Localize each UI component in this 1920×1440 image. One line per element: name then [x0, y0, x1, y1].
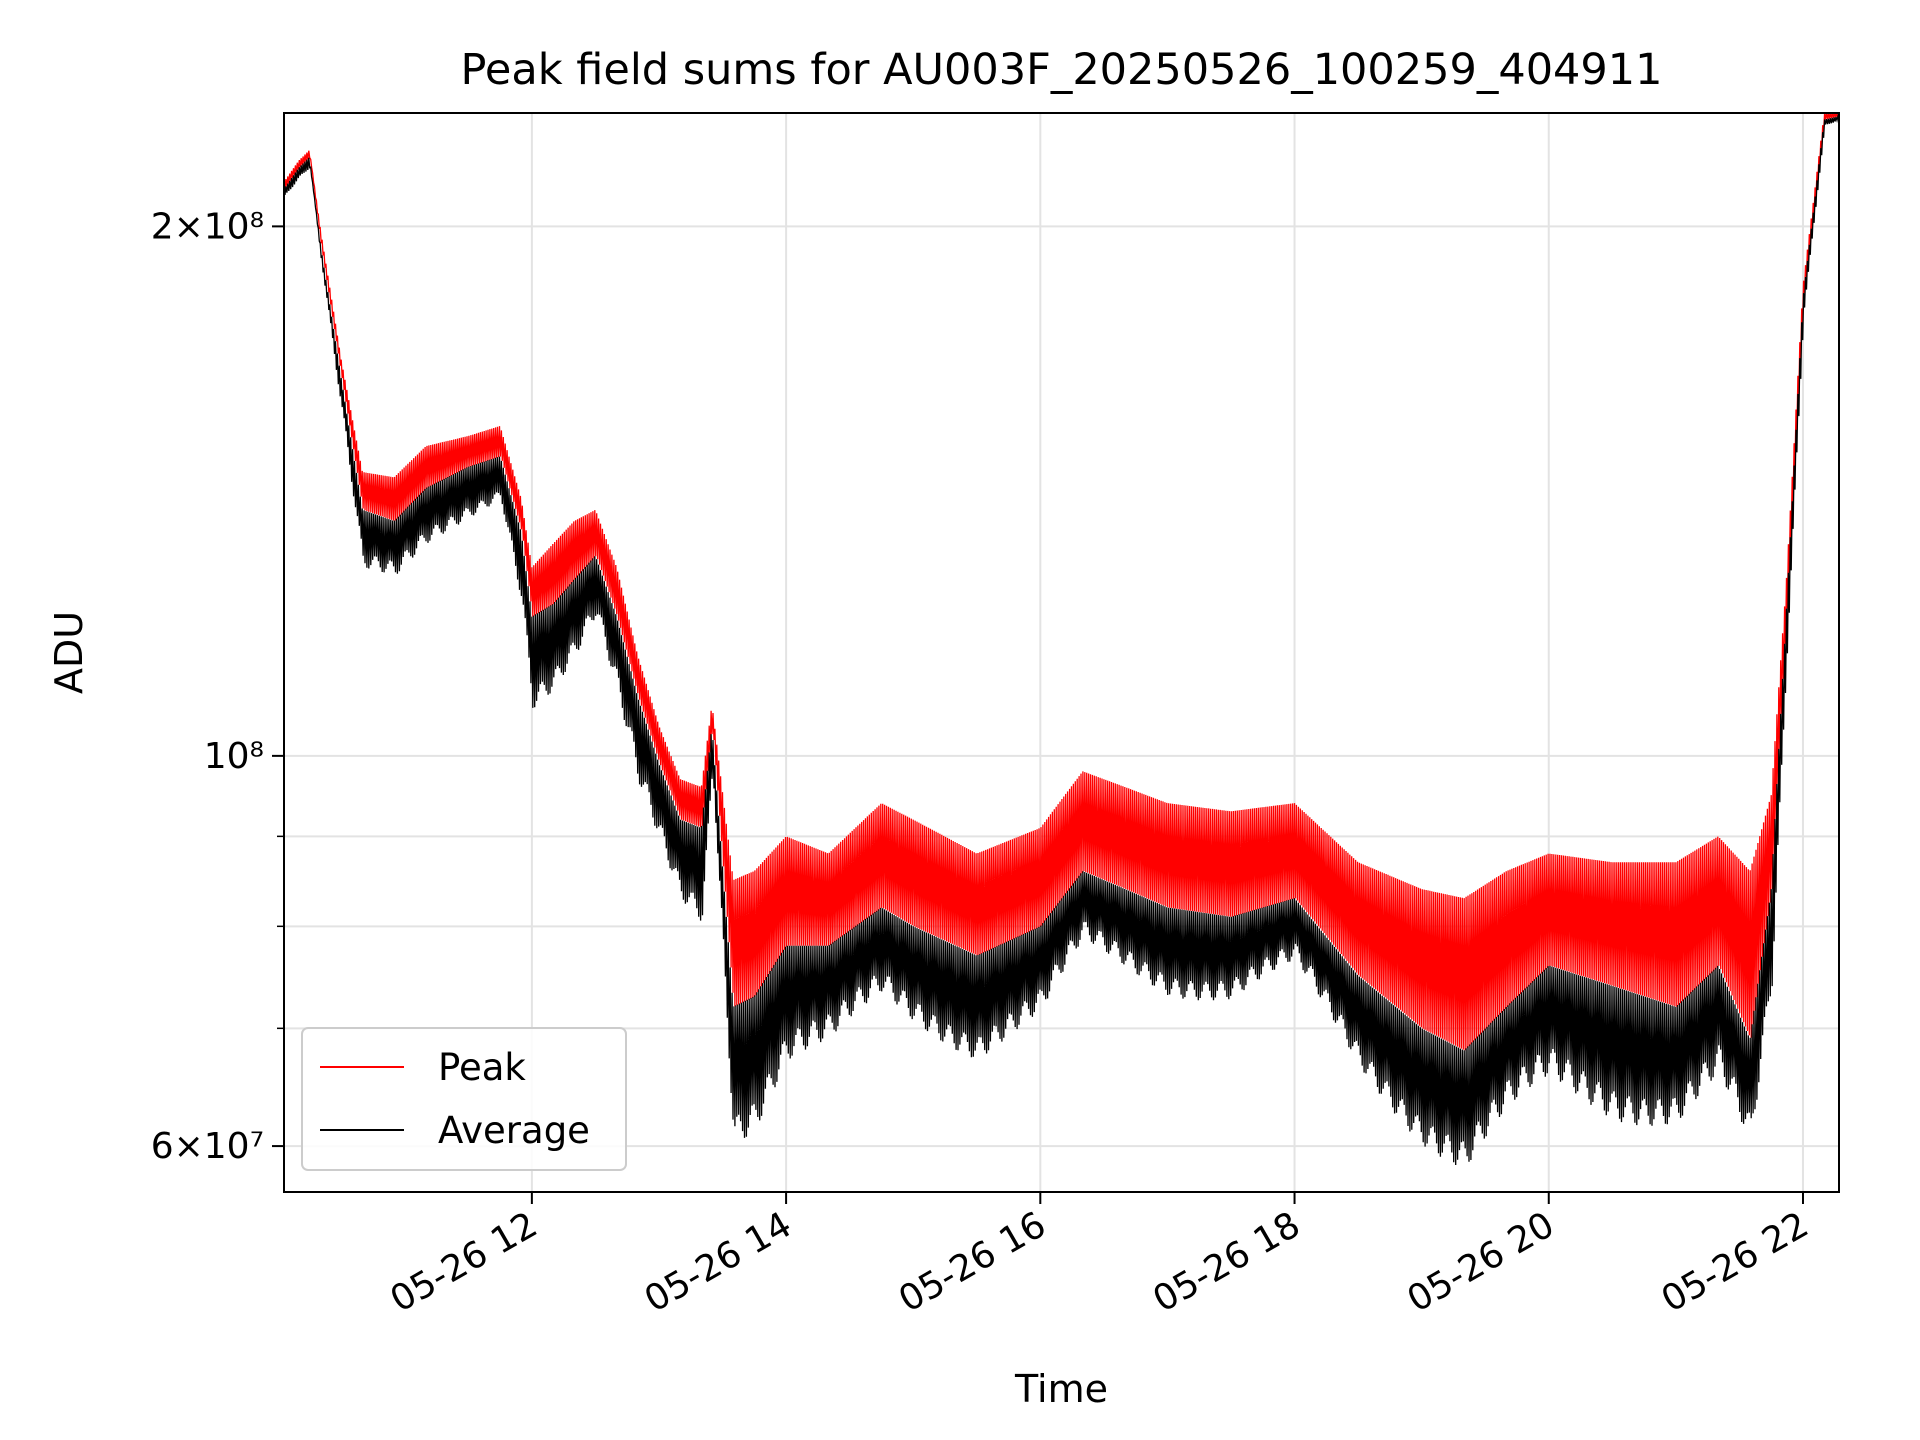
- legend-label: Peak: [438, 1046, 526, 1089]
- plot-frame: [283, 112, 1840, 1193]
- legend-box: [301, 1027, 627, 1171]
- y-tick-label: 2×10⁸: [151, 206, 264, 247]
- legend: Peak Average: [301, 1027, 627, 1171]
- x-axis-title: Time: [1014, 1367, 1108, 1411]
- legend-label: Average: [438, 1109, 590, 1152]
- series-line-average: [283, 114, 1840, 1166]
- y-tick-label: 10⁸: [204, 736, 264, 777]
- series-line-peak: [283, 112, 1840, 1051]
- y-axis-title: ADU: [47, 611, 91, 694]
- plot-area: [283, 112, 1840, 1166]
- y-tick-label: 6×10⁷: [151, 1126, 264, 1167]
- chart-title: Peak field sums for AU003F_20250526_1002…: [461, 45, 1663, 95]
